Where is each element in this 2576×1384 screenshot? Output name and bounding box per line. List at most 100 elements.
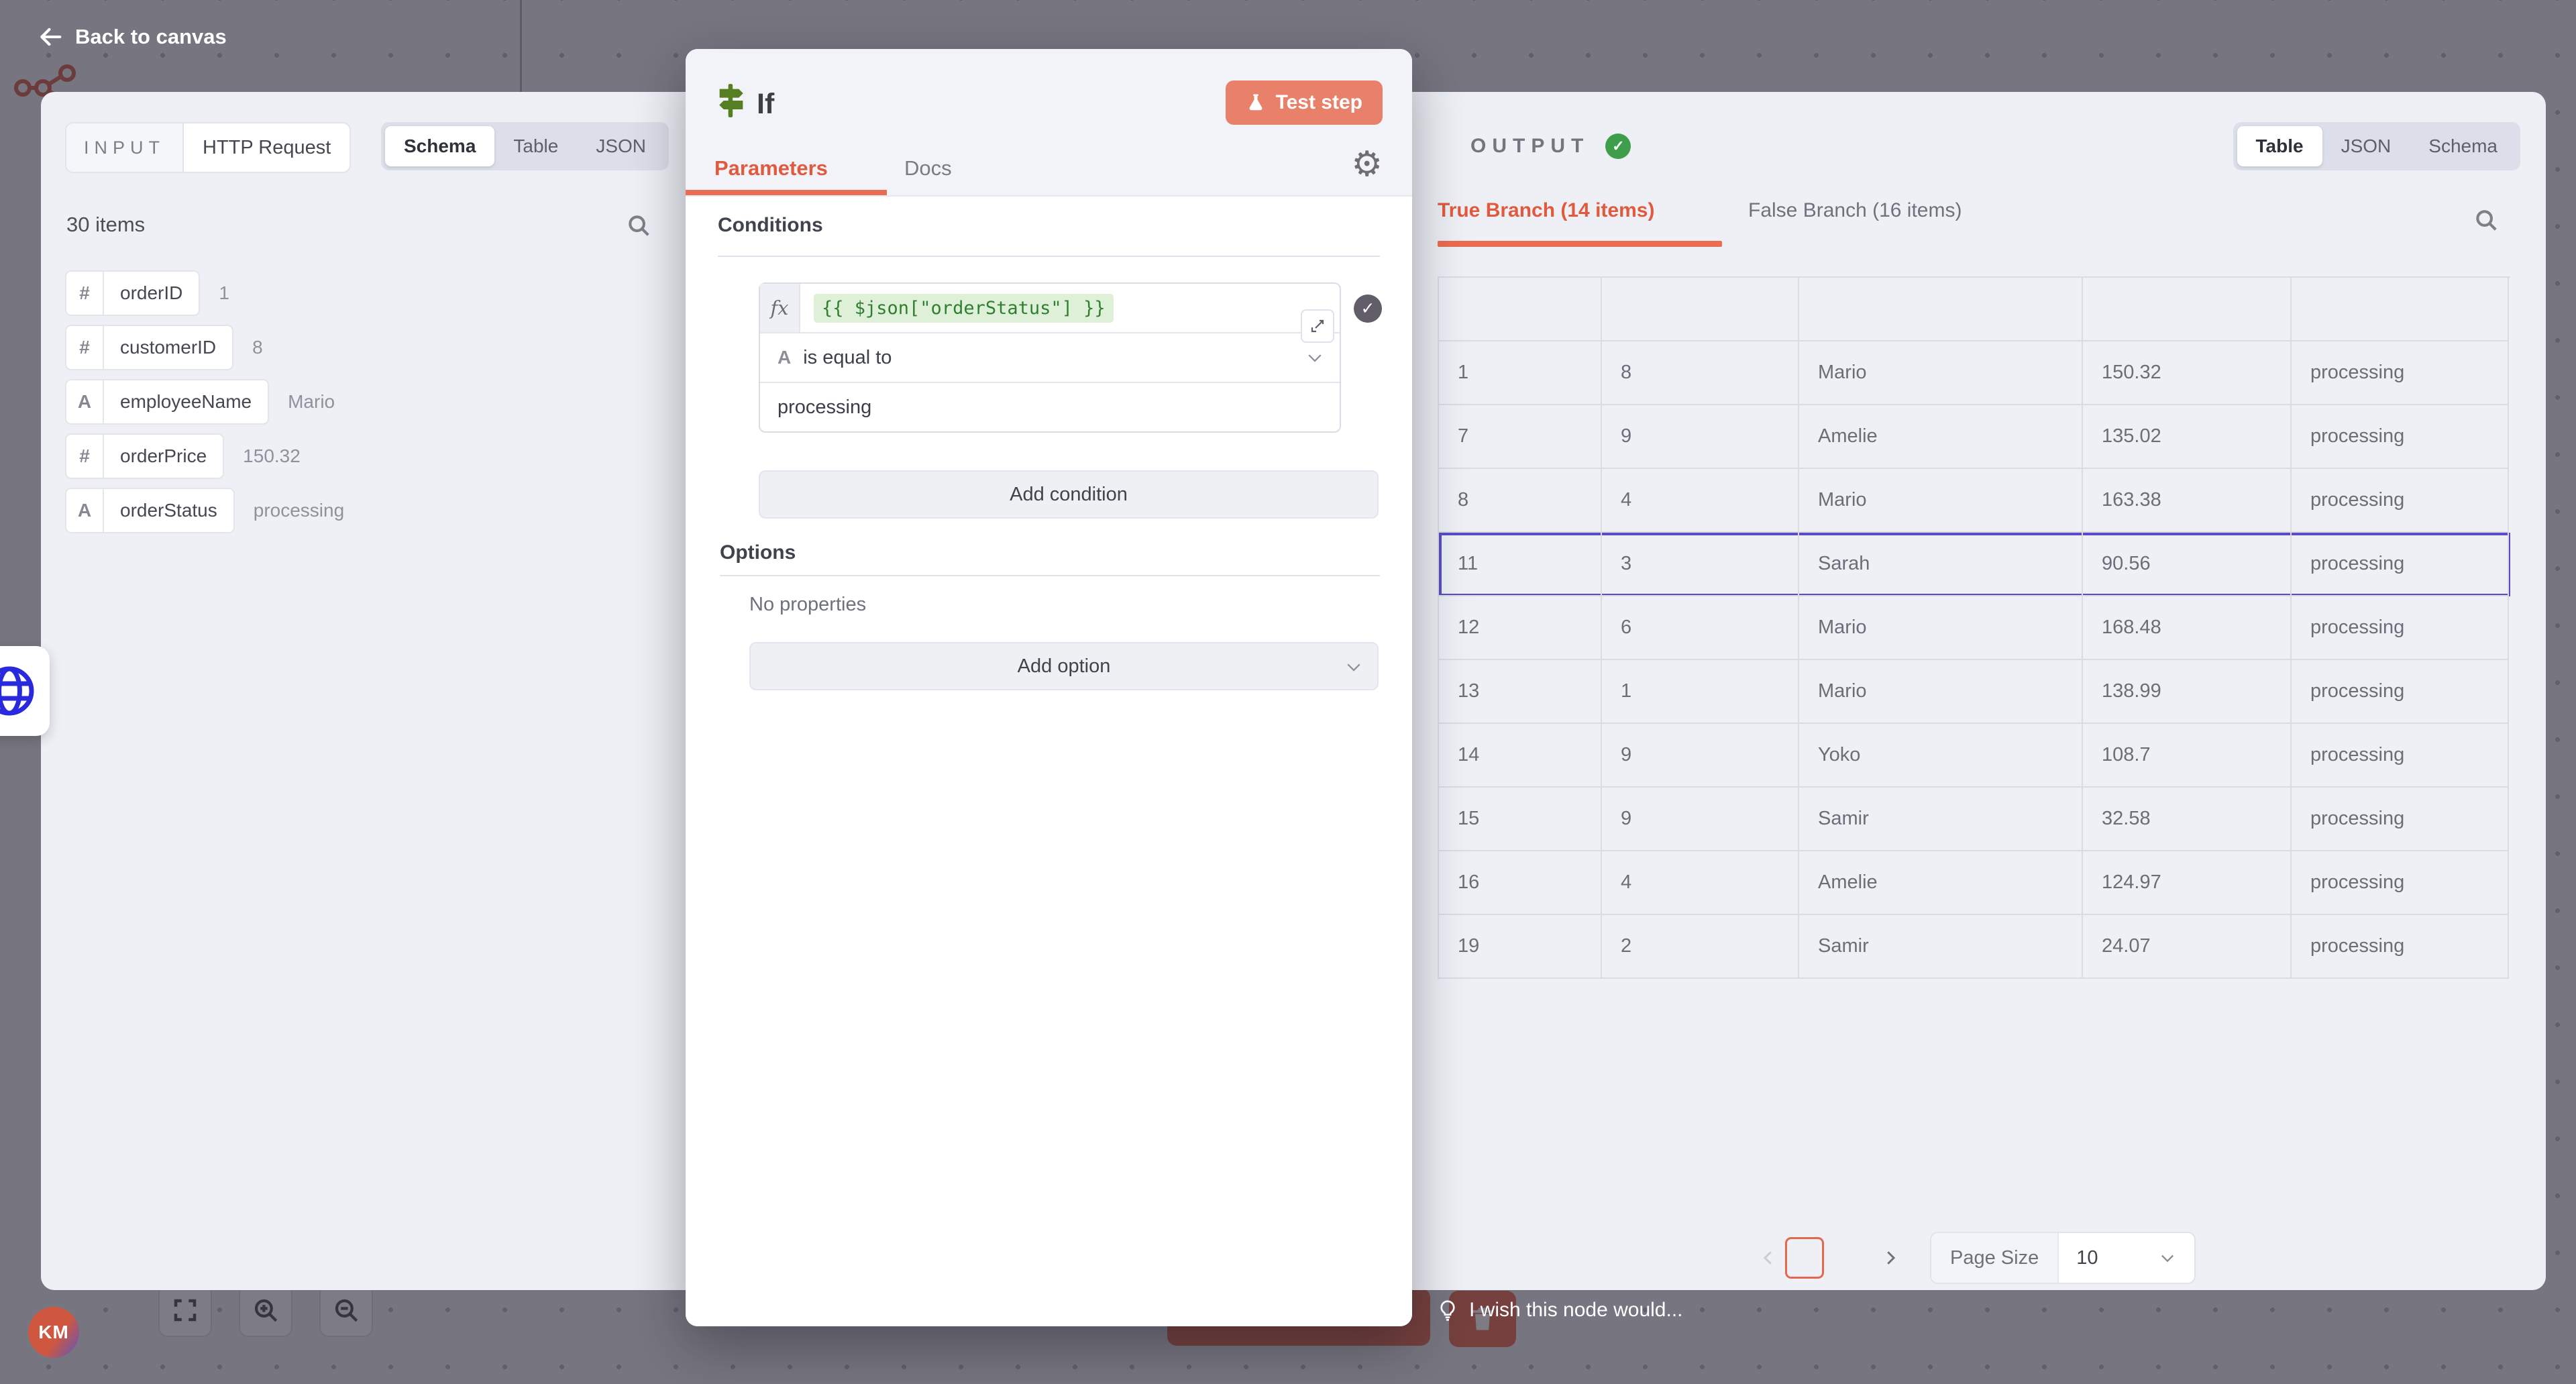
options-empty-text: No properties [749, 594, 867, 615]
globe-icon [0, 666, 34, 716]
next-page-icon[interactable] [1879, 1246, 1902, 1269]
schema-field-row[interactable]: A employeeName Mario [65, 379, 344, 425]
tab-docs[interactable]: Docs [904, 156, 952, 180]
output-table: 1 8 Mario 150.32 processing 7 9 Amelie 1… [1438, 276, 2510, 979]
field-type-icon: A [66, 489, 104, 532]
back-to-canvas-link[interactable]: Back to canvas [38, 24, 227, 50]
output-label: OUTPUT [1470, 135, 1590, 157]
tab-input-schema[interactable]: Schema [385, 126, 495, 166]
expand-expression-icon[interactable] [1301, 309, 1334, 343]
dialog-header: If Test step Parameters Docs ⚙ [686, 49, 1412, 197]
tab-output-schema[interactable]: Schema [2428, 136, 2498, 156]
schema-field-row[interactable]: # orderID 1 [65, 270, 344, 316]
search-icon[interactable] [626, 213, 651, 238]
search-icon[interactable] [2473, 207, 2499, 233]
schema-field-pill[interactable]: # customerID [65, 325, 234, 370]
page-size-label: Page Size [1931, 1233, 2059, 1283]
field-type-icon: # [66, 326, 104, 369]
field-name: orderStatus [120, 500, 217, 521]
table-row[interactable]: 7 9 Amelie 135.02 processing [1439, 405, 2510, 469]
success-check-icon: ✓ [1605, 134, 1631, 159]
table-row[interactable]: 19 2 Samir 24.07 processing [1439, 915, 2510, 979]
test-step-button[interactable]: Test step [1225, 81, 1383, 125]
back-label: Back to canvas [75, 25, 227, 48]
field-type-icon: # [66, 435, 104, 478]
input-label: INPUT [66, 123, 184, 172]
chevron-down-icon [1344, 657, 1364, 677]
table-row[interactable]: 11 3 Sarah 90.56 processing [1439, 533, 2510, 596]
page-list [1780, 1237, 1879, 1279]
dialog-body: Conditions fx {{ $json["orderStatus"] }}… [686, 197, 1412, 1326]
schema-field-row[interactable]: # customerID 8 [65, 325, 344, 370]
field-value: 150.32 [243, 445, 301, 466]
table-row[interactable]: 16 4 Amelie 124.97 processing [1439, 851, 2510, 915]
flask-icon [1249, 94, 1262, 111]
table-row[interactable]: 13 1 Mario 138.99 processing [1439, 660, 2510, 724]
tab-parameters[interactable]: Parameters [714, 156, 828, 180]
table-row[interactable]: 8 4 Mario 163.38 processing [1439, 469, 2510, 533]
output-table-body: 1 8 Mario 150.32 processing 7 9 Amelie 1… [1439, 341, 2510, 979]
field-name: employeeName [120, 391, 252, 412]
schema-field-pill[interactable]: A employeeName [65, 379, 270, 425]
page-size-value: 10 [2076, 1246, 2098, 1269]
condition-operator-row[interactable]: A is equal to [760, 332, 1340, 382]
output-pagination: Page Size 10 [1757, 1232, 2196, 1284]
gear-icon[interactable]: ⚙ [1351, 145, 1383, 184]
back-arrow-icon [40, 28, 62, 46]
condition-valid-icon: ✓ [1354, 295, 1382, 323]
condition-right-value-row[interactable]: processing [760, 382, 1340, 431]
page-size-select[interactable]: Page Size 10 [1930, 1232, 2196, 1284]
condition-expression-input[interactable]: {{ $json["orderStatus"] }} [814, 293, 1114, 323]
column-header [1602, 278, 1799, 341]
field-name: orderPrice [120, 445, 207, 466]
node-feedback-link[interactable]: I wish this node would... [1437, 1299, 1683, 1322]
tab-input-table[interactable]: Table [513, 136, 559, 156]
table-row[interactable]: 15 9 Samir 32.58 processing [1439, 788, 2510, 851]
schema-field-row[interactable]: A orderStatus processing [65, 488, 345, 533]
input-items-count: 30 items [66, 213, 146, 236]
schema-field-pill[interactable]: A orderStatus [65, 488, 235, 533]
node-title: If [757, 88, 775, 120]
add-option-button[interactable]: Add option [749, 642, 1379, 690]
field-name: customerID [120, 337, 217, 358]
field-value: processing [253, 500, 345, 521]
add-condition-button[interactable]: Add condition [759, 470, 1379, 519]
options-heading: Options [720, 541, 796, 564]
prev-page-icon[interactable] [1757, 1246, 1780, 1269]
input-view-switcher: Schema Table JSON [381, 122, 669, 170]
conditions-heading: Conditions [718, 214, 823, 236]
tab-true-branch[interactable]: True Branch (14 items) [1438, 199, 1655, 221]
schema-field-pill[interactable]: # orderPrice [65, 433, 225, 479]
tab-input-json[interactable]: JSON [596, 136, 647, 156]
column-header [1799, 278, 2083, 341]
tab-output-table[interactable]: Table [2237, 126, 2322, 166]
tab-false-branch[interactable]: False Branch (16 items) [1748, 199, 1962, 221]
feedback-label: I wish this node would... [1469, 1299, 1683, 1321]
page-number[interactable] [1835, 1237, 1874, 1279]
table-row[interactable]: 12 6 Mario 168.48 processing [1439, 596, 2510, 660]
active-branch-underline [1438, 241, 1722, 247]
node-parameters-dialog: If Test step Parameters Docs ⚙ Condition… [686, 49, 1412, 1326]
output-view-switcher: Table JSON Schema [2233, 122, 2520, 170]
user-avatar[interactable]: KM [28, 1307, 79, 1358]
column-header [2292, 278, 2509, 341]
tab-output-json[interactable]: JSON [2341, 136, 2392, 156]
input-source-select[interactable]: INPUT HTTP Request [65, 122, 352, 173]
condition-left-value-row[interactable]: fx {{ $json["orderStatus"] }} [760, 284, 1340, 343]
http-request-node-icon[interactable] [0, 646, 50, 736]
input-schema-list: # orderID 1 # customerID 8 A employeeNam… [65, 270, 345, 533]
table-row[interactable]: 14 9 Yoko 108.7 processing [1439, 724, 2510, 788]
schema-field-row[interactable]: # orderPrice 150.32 [65, 433, 344, 479]
condition-operator: is equal to [803, 346, 892, 368]
string-type-icon: A [777, 347, 792, 368]
table-row[interactable]: 1 8 Mario 150.32 processing [1439, 341, 2510, 405]
active-tab-underline [686, 190, 887, 195]
page-number[interactable] [1785, 1237, 1824, 1279]
if-node-icon [719, 84, 743, 117]
output-table-header [1439, 278, 2510, 341]
condition-value-input[interactable]: processing [777, 396, 872, 418]
input-source-node[interactable]: HTTP Request [203, 136, 331, 158]
schema-field-pill[interactable]: # orderID [65, 270, 201, 316]
lightbulb-icon [1440, 1300, 1455, 1321]
